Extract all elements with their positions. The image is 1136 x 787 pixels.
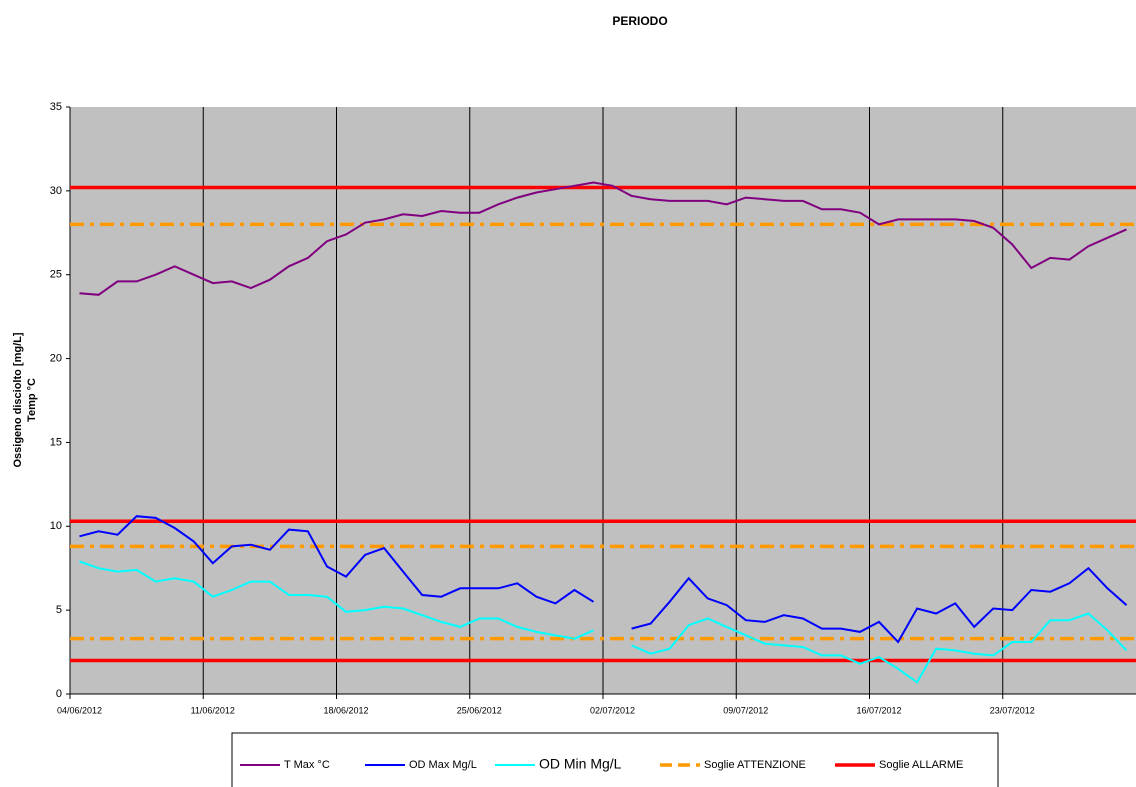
y-tick-label: 0 (56, 688, 62, 700)
x-tick-label: 04/06/2012 (57, 705, 102, 715)
legend-label: OD Min Mg/L (539, 756, 622, 772)
chart-title: PERIODO (612, 14, 667, 28)
y-tick-label: 5 (56, 604, 62, 616)
x-tick-label: 23/07/2012 (990, 705, 1035, 715)
y-tick-label: 30 (50, 185, 62, 197)
x-tick-label: 11/06/2012 (191, 705, 235, 715)
y-tick-label: 20 (50, 352, 62, 364)
x-tick-label: 25/06/2012 (457, 705, 502, 715)
series-line (79, 560, 1128, 684)
y-axis-label: Temp °C (26, 378, 38, 422)
series-line (79, 181, 1127, 296)
legend-label: Soglie ALLARME (879, 759, 963, 771)
x-tick-label: 16/07/2012 (856, 705, 901, 715)
x-tick-label: 02/07/2012 (590, 705, 635, 715)
y-tick-label: 15 (50, 436, 62, 448)
y-axis-label: Ossigeno disciolto [mg/L] (12, 332, 24, 467)
y-tick-label: 10 (50, 520, 62, 532)
legend-label: Soglie ATTENZIONE (704, 759, 806, 771)
legend-label: T Max °C (284, 759, 330, 771)
x-tick-label: 18/06/2012 (323, 705, 368, 715)
y-tick-label: 35 (50, 101, 62, 113)
y-tick-label: 25 (50, 269, 62, 281)
legend-box (231, 732, 999, 787)
x-tick-label: 09/07/2012 (723, 705, 768, 715)
series-line (79, 515, 1128, 644)
legend-label: OD Max Mg/L (409, 759, 477, 771)
